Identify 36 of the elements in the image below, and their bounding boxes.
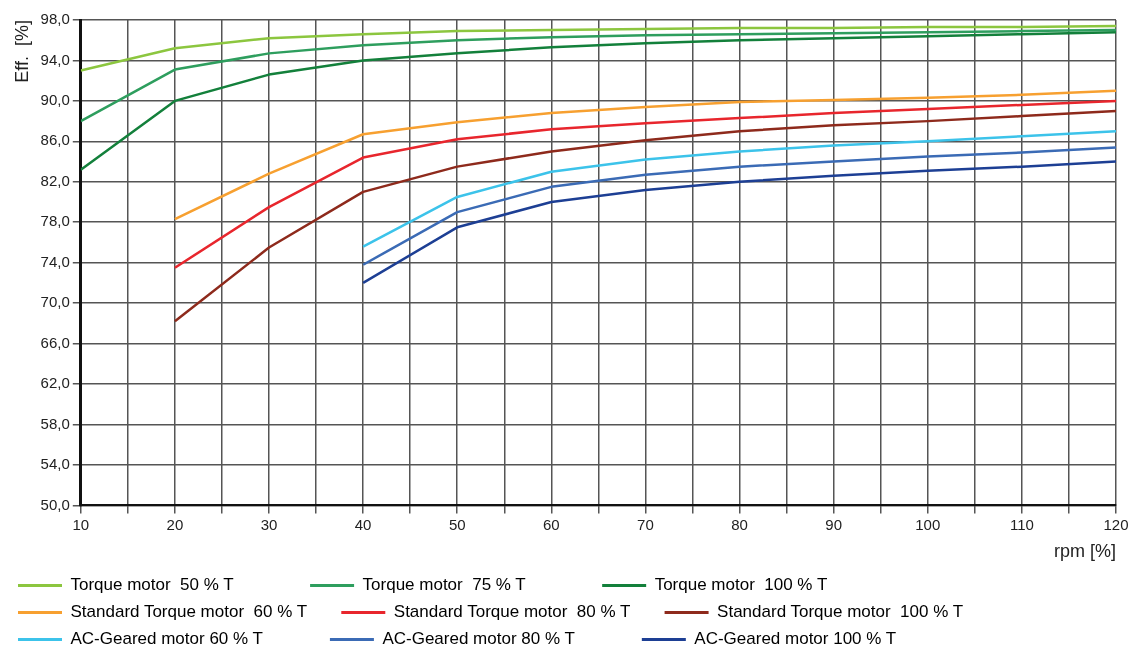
x-tick-label: 110 [1009, 515, 1034, 533]
y-tick-label: 62,0 [40, 374, 70, 392]
x-tick-label: 80 [731, 515, 748, 533]
legend-label: Torque motor 50 % T [70, 575, 300, 595]
legend-label: AC-Geared motor 80 % T [382, 629, 632, 649]
y-axis-title: Eff. [%] [11, 20, 32, 83]
y-tick-label: 66,0 [40, 333, 70, 351]
y-tick-label: 78,0 [40, 212, 70, 230]
x-tick-label: 90 [825, 515, 843, 533]
legend-label: Standard Torque motor 100 % T [717, 602, 983, 622]
y-tick-label: 54,0 [40, 455, 70, 473]
y-tick-label: 98,0 [40, 10, 70, 28]
y-tick-label: 94,0 [40, 50, 70, 68]
y-tick-label: 58,0 [40, 414, 70, 432]
y-tick-label: 70,0 [40, 293, 70, 311]
legend-label: Standard Torque motor 60 % T [70, 602, 331, 622]
legend-label: Torque motor 100 % T [654, 575, 889, 595]
x-tick-label: 50 [448, 515, 466, 533]
legend-label: AC-Geared motor 60 % T [70, 629, 320, 649]
x-axis-title: rpm [%] [1053, 541, 1116, 562]
x-tick-label: 30 [260, 515, 278, 533]
legend-label: AC-Geared motor 100 % T [694, 629, 949, 649]
x-tick-label: 40 [354, 515, 372, 533]
x-tick-label: 70 [637, 515, 654, 533]
y-tick-label: 82,0 [40, 171, 70, 189]
y-tick-label: 86,0 [40, 131, 70, 149]
legend-label: Torque motor 75 % T [362, 575, 592, 595]
legend-label: Standard Torque motor 80 % T [393, 602, 654, 622]
x-tick-label: 120 [1103, 515, 1129, 533]
y-tick-label: 50,0 [40, 495, 70, 513]
y-tick-label: 74,0 [40, 252, 70, 270]
x-tick-label: 20 [166, 515, 184, 533]
y-tick-label: 90,0 [40, 91, 70, 109]
x-tick-label: 60 [543, 515, 560, 533]
x-tick-label: 100 [915, 515, 941, 533]
x-tick-label: 10 [72, 515, 90, 533]
